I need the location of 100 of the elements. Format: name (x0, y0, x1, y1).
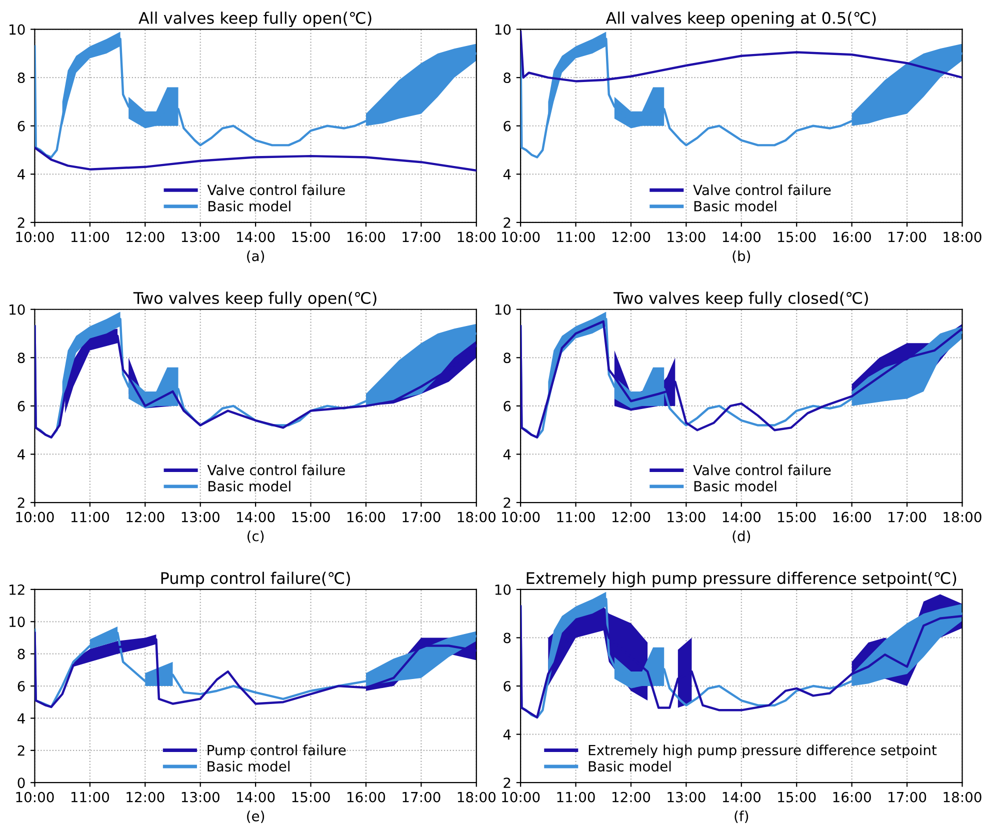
x-tick-label: 10:00 (16, 792, 54, 802)
y-tick-label: 6 (504, 680, 511, 692)
x-tick-label: 11:00 (557, 512, 595, 522)
legend-label: Basic model (208, 760, 290, 772)
y-tick-label: 6 (504, 400, 511, 412)
x-tick-label: 12:00 (612, 512, 650, 522)
legend-label: Valve control failure (693, 184, 831, 196)
x-tick-label: 16:00 (833, 232, 871, 242)
y-tick-label: 0 (18, 778, 25, 788)
x-tick-label: 13:00 (182, 792, 220, 802)
y-tick-label: 2 (504, 497, 510, 508)
x-tick-label: 10:00 (16, 232, 54, 242)
x-axis-title: (b) (732, 250, 750, 263)
x-tick-label: 14:00 (237, 512, 275, 522)
x-tick-label: 11:00 (557, 232, 595, 242)
x-axis-title: (e) (247, 810, 264, 824)
x-axis-title: (c) (248, 530, 264, 543)
x-tick-label: 16:00 (833, 512, 871, 522)
legend-label: Basic model (208, 200, 290, 212)
x-tick-label: 18:00 (944, 792, 982, 802)
x-tick-label: 11:00 (71, 512, 110, 522)
x-tick-label: 17:00 (402, 232, 440, 242)
x-tick-label: 14:00 (237, 792, 275, 802)
x-tick-label: 13:00 (182, 512, 220, 522)
x-tick-label: 12:00 (126, 512, 164, 522)
x-tick-label: 14:00 (722, 232, 760, 242)
y-tick-label: 8 (18, 352, 25, 364)
x-tick-label: 18:00 (458, 232, 496, 242)
chart-title: All valves keep fully open(℃) (138, 12, 372, 28)
legend-label: Valve control failure (207, 464, 345, 476)
x-tick-label: 16:00 (347, 232, 386, 242)
y-tick-label: 4 (18, 713, 25, 724)
y-tick-label: 2 (18, 217, 24, 228)
y-tick-label: 2 (504, 778, 510, 788)
x-tick-label: 18:00 (944, 512, 982, 522)
x-tick-label: 17:00 (888, 512, 926, 522)
x-tick-label: 11:00 (71, 232, 110, 242)
x-axis-title: (a) (247, 250, 264, 263)
x-tick-label: 17:00 (402, 512, 440, 522)
y-tick-label: 4 (503, 449, 511, 460)
y-tick-label: 10 (10, 24, 25, 35)
x-tick-label: 11:00 (71, 792, 110, 802)
chart-title: Pump control failure(℃) (161, 572, 350, 588)
y-tick-label: 2 (18, 497, 24, 508)
x-tick-label: 15:00 (292, 792, 330, 802)
chart-title: Two valves keep fully open(℃) (133, 292, 376, 308)
chart-title: All valves keep opening at 0.5(℃) (606, 12, 876, 28)
legend-label: Basic model (694, 480, 776, 492)
legend-label: Valve control failure (693, 464, 831, 476)
x-tick-label: 12:00 (612, 792, 650, 802)
y-tick-label: 8 (504, 72, 511, 84)
y-tick-label: 4 (18, 449, 25, 460)
y-tick-label: 10 (495, 304, 511, 315)
x-tick-label: 10:00 (502, 232, 540, 242)
x-tick-label: 16:00 (347, 512, 386, 522)
x-axis-title: (d) (732, 530, 750, 543)
y-tick-label: 6 (18, 400, 25, 412)
x-tick-label: 10:00 (502, 512, 540, 522)
x-tick-label: 13:00 (668, 512, 706, 522)
y-tick-label: 10 (495, 584, 511, 595)
chart-title: Extremely high pump pressure difference setpoint(℃) (526, 572, 956, 588)
y-tick-label: 6 (504, 120, 511, 132)
y-tick-label: 10 (10, 616, 25, 628)
x-tick-label: 11:00 (557, 792, 595, 802)
legend-label: Valve control failure (207, 184, 345, 196)
x-tick-label: 12:00 (126, 792, 164, 802)
x-tick-label: 15:00 (292, 512, 330, 522)
legend-label: Basic model (208, 480, 290, 492)
y-tick-label: 4 (503, 729, 511, 740)
x-tick-label: 17:00 (402, 792, 440, 802)
x-tick-label: 13:00 (182, 232, 220, 242)
x-tick-label: 10:00 (16, 512, 54, 522)
y-tick-label: 2 (18, 745, 24, 756)
x-tick-label: 12:00 (126, 232, 164, 242)
y-tick-label: 10 (10, 304, 25, 315)
legend-label: Extremely high pump pressure difference setpoint (588, 744, 937, 758)
x-tick-label: 13:00 (668, 792, 706, 802)
x-tick-label: 14:00 (722, 512, 760, 522)
y-tick-label: 8 (18, 648, 25, 660)
x-tick-label: 15:00 (292, 232, 330, 242)
x-tick-label: 16:00 (347, 792, 386, 802)
y-tick-label: 6 (18, 120, 25, 132)
x-tick-label: 15:00 (778, 232, 816, 242)
x-tick-label: 15:00 (778, 512, 816, 522)
x-tick-label: 18:00 (458, 512, 496, 522)
legend-label: Pump control failure (208, 744, 346, 758)
x-tick-label: 18:00 (458, 792, 496, 802)
x-axis-title: (f) (734, 810, 748, 824)
y-tick-label: 8 (504, 632, 511, 644)
x-tick-label: 17:00 (888, 792, 926, 802)
y-tick-label: 8 (504, 352, 511, 364)
x-tick-label: 18:00 (944, 232, 982, 242)
y-tick-label: 12 (10, 584, 24, 595)
x-tick-label: 15:00 (778, 792, 816, 802)
chart-title: Two valves keep fully closed(℃) (613, 292, 868, 308)
x-tick-label: 13:00 (668, 232, 706, 242)
x-tick-label: 10:00 (502, 792, 540, 802)
legend-label: Basic model (588, 760, 671, 772)
y-tick-label: 4 (18, 169, 25, 180)
x-tick-label: 12:00 (612, 232, 650, 242)
